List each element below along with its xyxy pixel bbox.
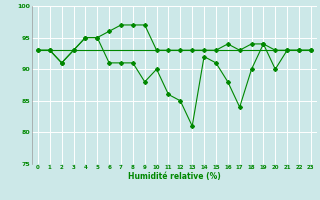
X-axis label: Humidité relative (%): Humidité relative (%)	[128, 172, 221, 181]
